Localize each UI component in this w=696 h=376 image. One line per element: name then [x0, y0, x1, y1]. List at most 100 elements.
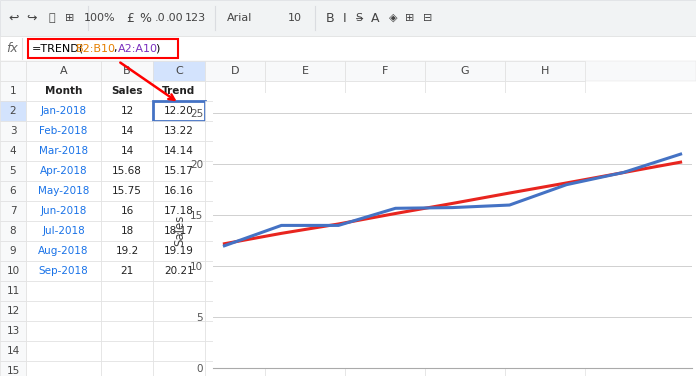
Bar [265, 341, 345, 361]
Bar [205, 161, 265, 181]
Text: 4: 4 [10, 146, 16, 156]
Bar [425, 321, 505, 341]
Bar [345, 281, 425, 301]
Bar [0, 141, 26, 161]
Text: ↪: ↪ [26, 12, 38, 24]
Text: £: £ [126, 12, 134, 24]
Bar [205, 121, 265, 141]
Bar [205, 201, 265, 221]
Text: 14.14: 14.14 [164, 146, 194, 156]
Bar [265, 301, 345, 321]
Text: 17.18: 17.18 [164, 206, 194, 216]
Bar [101, 141, 153, 161]
Bar [425, 281, 505, 301]
Bar [265, 101, 345, 121]
Text: C: C [175, 66, 183, 76]
Text: May-2018: May-2018 [38, 186, 89, 196]
Bar [0, 321, 26, 341]
Bar [425, 161, 505, 181]
Bar [505, 361, 585, 376]
Bar [345, 81, 425, 101]
Text: A: A [60, 66, 68, 76]
Text: 1: 1 [10, 86, 16, 96]
Text: ↩: ↩ [9, 12, 19, 24]
Bar [505, 161, 585, 181]
Bar [265, 281, 345, 301]
Bar [26, 361, 101, 376]
Bar [153, 261, 205, 281]
Bar [101, 201, 153, 221]
Text: %: % [139, 12, 151, 24]
Text: Mar-2018: Mar-2018 [39, 146, 88, 156]
Bar [26, 61, 101, 81]
Bar [425, 81, 505, 101]
Bar [153, 161, 205, 181]
Text: 13: 13 [6, 326, 19, 336]
Bar [153, 361, 205, 376]
Text: ◈: ◈ [389, 13, 397, 23]
Bar [265, 181, 345, 201]
Bar [345, 301, 425, 321]
Bar [505, 141, 585, 161]
Bar [265, 121, 345, 141]
Text: 19.19: 19.19 [164, 246, 194, 256]
Bar [505, 101, 585, 121]
Bar [26, 121, 101, 141]
Text: 14: 14 [120, 146, 134, 156]
Bar [101, 61, 153, 81]
Bar [345, 181, 425, 201]
Bar [101, 281, 153, 301]
Bar [425, 241, 505, 261]
Text: 10: 10 [288, 13, 302, 23]
Text: 9: 9 [10, 246, 16, 256]
Bar [0, 61, 696, 81]
Text: ⊟: ⊟ [423, 13, 433, 23]
Bar [26, 221, 101, 241]
Bar [425, 201, 505, 221]
Bar [0, 201, 26, 221]
Bar [205, 341, 265, 361]
Bar [505, 221, 585, 241]
Text: Aug-2018: Aug-2018 [38, 246, 89, 256]
Bar [425, 341, 505, 361]
Bar [505, 261, 585, 281]
Bar [0, 0, 696, 36]
Bar [0, 241, 26, 261]
Bar [505, 201, 585, 221]
Bar [345, 221, 425, 241]
Text: fx: fx [6, 42, 18, 55]
Text: Trend: Trend [162, 86, 196, 96]
Text: .0: .0 [155, 13, 166, 23]
Bar [205, 101, 265, 121]
Bar [265, 361, 345, 376]
Text: ,: , [113, 44, 116, 53]
Bar [205, 241, 265, 261]
Text: 12.20: 12.20 [164, 106, 194, 116]
Bar [505, 321, 585, 341]
Text: .00: .00 [166, 13, 184, 23]
Bar [101, 341, 153, 361]
Bar [505, 301, 585, 321]
Bar [153, 61, 205, 81]
Text: Month: Month [45, 86, 82, 96]
Bar [345, 261, 425, 281]
Text: 15: 15 [6, 366, 19, 376]
Bar [101, 221, 153, 241]
Text: 3: 3 [10, 126, 16, 136]
Bar [205, 321, 265, 341]
Text: B: B [326, 12, 334, 24]
Text: B: B [123, 66, 131, 76]
Bar [345, 101, 425, 121]
Text: ): ) [155, 44, 159, 53]
Bar [505, 81, 585, 101]
Text: 2: 2 [10, 106, 16, 116]
Bar [153, 141, 205, 161]
Text: ⊞: ⊞ [405, 13, 415, 23]
Bar [505, 281, 585, 301]
Bar [26, 161, 101, 181]
Text: 15.68: 15.68 [112, 166, 142, 176]
Text: B2:B10: B2:B10 [76, 44, 116, 53]
Bar [153, 341, 205, 361]
Text: Apr-2018: Apr-2018 [40, 166, 87, 176]
Bar [505, 121, 585, 141]
